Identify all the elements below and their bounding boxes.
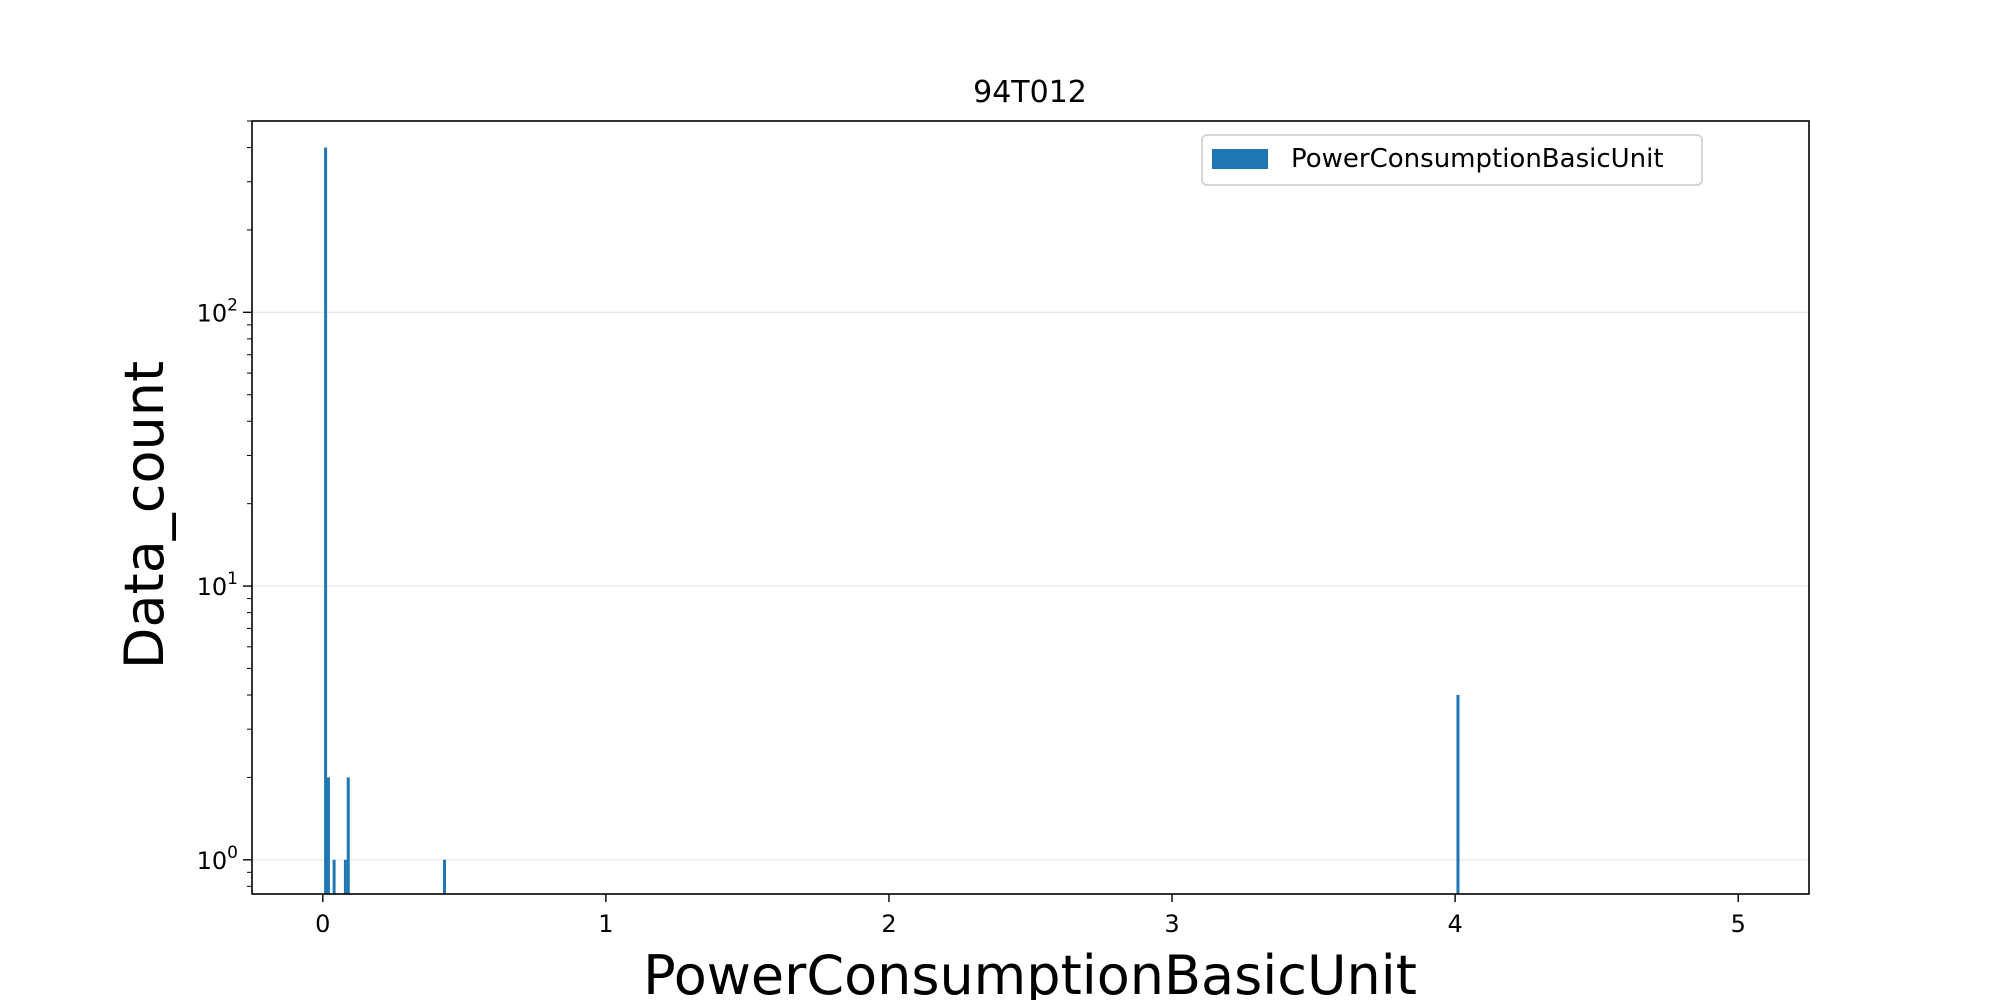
y-axis-ticks: 100 101 102 — [197, 120, 252, 887]
legend: PowerConsumptionBasicUnit — [1201, 134, 1703, 186]
legend-box — [1201, 134, 1703, 186]
bar-4 — [346, 777, 350, 894]
x-tick-label-0: 0 — [315, 910, 330, 938]
x-tick-label-1: 1 — [598, 910, 613, 938]
bar-1 — [326, 777, 330, 894]
bar-3 — [343, 859, 347, 894]
bars-layer — [324, 147, 1460, 894]
chart-title: 94T012 — [973, 75, 1087, 110]
x-tick-label-2: 2 — [881, 910, 896, 938]
x-axis-label: PowerConsumptionBasicUnit — [643, 944, 1417, 1000]
y-axis-label: Data_count — [113, 361, 176, 669]
plot-area-frame — [251, 120, 1810, 895]
bar-0 — [324, 147, 328, 894]
bar-2 — [332, 859, 336, 894]
legend-swatch — [1212, 149, 1268, 169]
y-tick-label-2: 102 — [197, 295, 238, 327]
bar-6 — [1456, 694, 1460, 894]
x-tick-label-4: 4 — [1447, 910, 1462, 938]
bar-5 — [443, 859, 447, 894]
y-tick-label-0: 100 — [197, 843, 238, 875]
grid-layer — [252, 311, 1809, 861]
y-tick-label-1: 101 — [197, 569, 238, 601]
legend-label: PowerConsumptionBasicUnit — [1291, 144, 1664, 174]
x-axis-ticks: 0 1 2 3 4 5 — [315, 894, 1746, 938]
x-tick-label-3: 3 — [1164, 910, 1179, 938]
x-tick-label-5: 5 — [1731, 910, 1746, 938]
